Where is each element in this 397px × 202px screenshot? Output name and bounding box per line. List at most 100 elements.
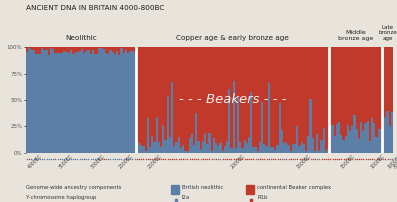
Bar	[391, 47, 393, 112]
Bar	[83, 47, 85, 53]
Bar	[266, 47, 268, 146]
Bar	[331, 124, 333, 153]
Bar	[177, 47, 180, 137]
Bar	[340, 135, 343, 153]
Bar	[219, 143, 222, 153]
Bar	[200, 47, 202, 149]
Bar	[259, 47, 261, 142]
Bar	[105, 47, 107, 53]
Bar	[96, 47, 98, 54]
Bar	[367, 121, 369, 153]
Text: continental Beaker complex: continental Beaker complex	[257, 185, 331, 190]
Bar	[120, 47, 123, 48]
Bar	[384, 117, 386, 153]
Bar	[28, 47, 30, 48]
Bar	[57, 54, 59, 153]
Bar	[294, 144, 296, 153]
Text: Copper age & early bronze age: Copper age & early bronze age	[176, 35, 289, 41]
Bar	[87, 50, 90, 153]
Bar	[186, 47, 189, 152]
Bar	[59, 54, 61, 153]
Bar	[85, 51, 87, 153]
Bar	[66, 47, 67, 52]
Bar	[127, 47, 129, 53]
Bar	[184, 152, 186, 153]
Bar	[149, 47, 151, 147]
Bar	[384, 47, 386, 117]
Bar	[364, 47, 367, 123]
Bar	[67, 47, 70, 53]
Bar	[222, 47, 224, 152]
Bar	[94, 54, 96, 153]
Bar	[30, 49, 33, 153]
Bar	[314, 47, 316, 151]
Bar	[166, 96, 169, 153]
Bar	[378, 47, 380, 129]
Bar	[103, 47, 105, 49]
Bar	[164, 140, 166, 153]
Bar	[59, 47, 61, 54]
Bar	[338, 122, 340, 153]
Bar	[26, 47, 28, 52]
Bar	[120, 48, 123, 153]
Bar	[112, 52, 114, 153]
Bar	[279, 103, 281, 153]
Bar	[127, 53, 129, 153]
Bar	[254, 147, 257, 153]
Bar	[39, 47, 41, 54]
Bar	[184, 47, 186, 152]
Bar	[54, 47, 57, 53]
Bar	[279, 47, 281, 103]
Bar	[114, 47, 116, 54]
Bar	[274, 150, 276, 153]
Bar	[369, 141, 371, 153]
Bar	[107, 47, 109, 54]
Text: British neolithic: British neolithic	[182, 185, 223, 190]
Bar	[233, 81, 235, 153]
Bar	[380, 129, 382, 153]
Bar	[125, 50, 127, 153]
Bar	[129, 47, 131, 51]
Bar	[136, 139, 138, 153]
Bar	[353, 47, 356, 115]
Bar	[90, 55, 92, 153]
Bar	[329, 47, 331, 133]
Text: 1500BC: 1500BC	[340, 153, 356, 170]
Bar	[175, 142, 177, 153]
Bar	[140, 145, 143, 153]
Bar	[206, 47, 208, 144]
Bar	[195, 47, 197, 113]
Bar	[276, 47, 279, 145]
Text: Late
bronze
age: Late bronze age	[378, 25, 397, 41]
Bar	[173, 47, 175, 146]
Bar	[166, 47, 169, 96]
Bar	[193, 47, 195, 145]
Bar	[147, 118, 149, 153]
Bar	[349, 47, 351, 131]
Bar	[180, 47, 182, 148]
Bar	[327, 148, 329, 153]
Bar	[109, 47, 112, 50]
Bar	[193, 145, 195, 153]
Text: 3000BC: 3000BC	[90, 154, 106, 170]
Bar	[131, 47, 133, 51]
Text: 4000BC: 4000BC	[27, 154, 43, 170]
Bar	[241, 148, 243, 153]
Bar	[243, 47, 246, 140]
Bar	[133, 47, 136, 54]
Bar	[259, 142, 261, 153]
Bar	[349, 131, 351, 153]
Bar	[303, 144, 305, 153]
Bar	[70, 47, 72, 50]
Bar	[50, 47, 52, 48]
Bar	[57, 47, 59, 54]
Bar	[158, 47, 160, 142]
Bar	[74, 47, 76, 53]
Bar	[109, 50, 112, 153]
Bar	[362, 131, 364, 153]
Bar	[250, 47, 252, 92]
Bar	[380, 47, 382, 129]
Bar	[210, 47, 213, 152]
Bar	[48, 55, 50, 153]
Bar	[153, 47, 156, 142]
